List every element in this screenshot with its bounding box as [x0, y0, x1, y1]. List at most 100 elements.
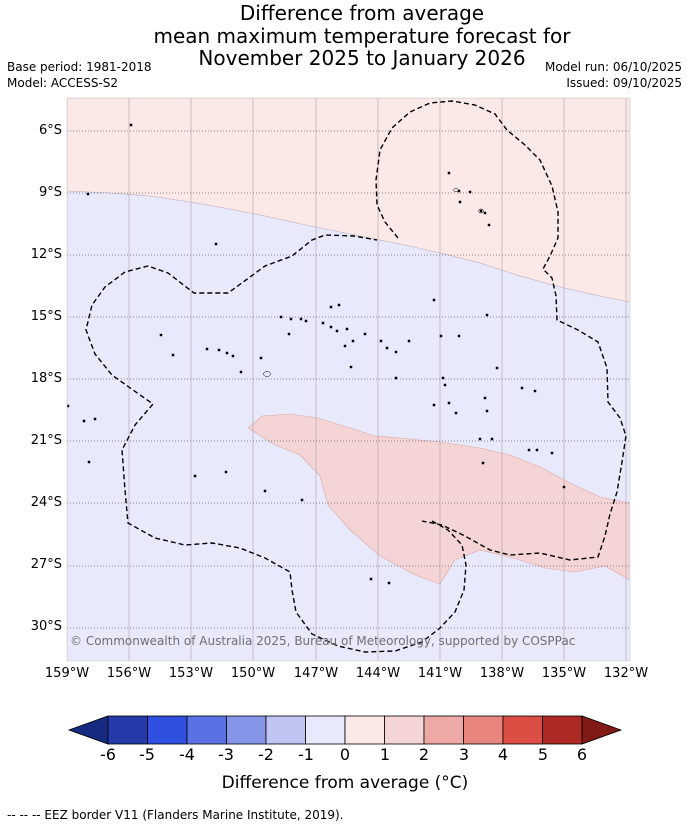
island	[447, 401, 451, 405]
colorbar-bin	[186, 715, 227, 745]
island	[279, 315, 283, 319]
island	[550, 451, 554, 455]
eez-border	[85, 100, 627, 653]
island	[432, 403, 436, 407]
island	[82, 419, 86, 423]
lat-label: 9°S	[38, 185, 62, 200]
title-line-1: Difference from average	[239, 1, 485, 25]
island	[520, 386, 524, 390]
base-period: Base period: 1981-2018	[7, 60, 152, 74]
lat-label: 6°S	[38, 123, 62, 138]
colorbar-bin	[344, 715, 385, 745]
lat-label: 27°S	[30, 557, 62, 572]
map-frame	[66, 97, 631, 662]
colorbar-bin	[463, 715, 504, 745]
colorbar-bin	[147, 715, 188, 745]
colorbar-tick: 5	[537, 745, 549, 764]
island	[458, 200, 462, 204]
island	[490, 437, 494, 441]
island	[217, 348, 221, 352]
island	[441, 376, 445, 380]
island	[485, 409, 489, 413]
colorbar-bin	[384, 715, 425, 745]
colorbar-overflow	[581, 715, 623, 745]
island	[93, 417, 97, 421]
island	[407, 339, 411, 343]
island	[533, 389, 537, 393]
lon-label: 144°W	[355, 666, 401, 681]
meta-left: Base period: 1981-2018 Model: ACCESS-S2	[7, 59, 152, 91]
islands	[67, 123, 566, 585]
island	[224, 470, 228, 474]
lon-label: 135°W	[541, 666, 587, 681]
island	[379, 339, 383, 343]
title-line-2: mean maximum temperature forecast for	[153, 23, 571, 48]
island	[299, 317, 303, 321]
island	[287, 332, 291, 336]
island	[231, 354, 235, 358]
lat-label: 18°S	[30, 371, 62, 386]
lon-label: 156°W	[106, 666, 152, 681]
colorbar-bin	[542, 715, 583, 745]
lon-label: 147°W	[293, 666, 339, 681]
island	[495, 366, 499, 370]
island	[304, 319, 308, 323]
colorbar-label: Difference from average (°C)	[221, 773, 469, 793]
colorbar-tick: 2	[418, 745, 430, 764]
island	[483, 396, 487, 400]
colorbar-bin	[502, 715, 543, 745]
island	[487, 223, 491, 227]
island	[394, 350, 398, 354]
colorbar-tick: -3	[218, 745, 234, 764]
island	[159, 333, 163, 337]
island	[343, 344, 347, 348]
colorbar-tick: -1	[298, 745, 314, 764]
meta-right: Model run: 06/10/2025 Issued: 09/10/2025	[545, 59, 682, 91]
island	[562, 485, 566, 489]
island	[453, 188, 459, 192]
lat-label: 15°S	[30, 309, 62, 324]
lon-label: 150°W	[230, 666, 276, 681]
copyright-credit: © Commonwealth of Australia 2025, Bureau…	[70, 634, 576, 648]
island	[335, 329, 339, 333]
island	[447, 171, 451, 175]
island	[394, 376, 398, 380]
island	[193, 474, 197, 478]
colorbar-bin	[305, 715, 346, 745]
island	[289, 317, 293, 321]
island	[263, 489, 267, 493]
region-below-0-1	[67, 98, 630, 303]
island	[485, 313, 489, 317]
map-title: Difference from average mean maximum tem…	[0, 2, 690, 70]
island	[205, 347, 209, 351]
colorbar-underflow	[67, 715, 109, 745]
region-above-1-2	[247, 413, 630, 585]
island	[468, 190, 472, 194]
lat-label: 12°S	[30, 247, 62, 262]
island	[300, 498, 304, 502]
graticule	[67, 98, 630, 661]
colorbar-bin	[107, 715, 148, 745]
colorbar-tick: -2	[258, 745, 274, 764]
lon-label: 141°W	[417, 666, 463, 681]
island	[385, 346, 389, 350]
island	[214, 242, 218, 246]
eez-legend-note: -- -- -- EEZ border V11 (Flanders Marine…	[7, 808, 344, 822]
colorbar-bin	[265, 715, 306, 745]
island	[439, 334, 443, 338]
island	[478, 208, 484, 214]
island	[527, 448, 531, 452]
lon-label: 159°W	[44, 666, 90, 681]
lon-label: 132°W	[603, 666, 649, 681]
lat-label: 21°S	[30, 433, 62, 448]
island	[369, 577, 373, 581]
island	[321, 321, 325, 325]
colorbar-bin	[423, 715, 464, 745]
island	[481, 461, 485, 465]
lon-label: 138°W	[479, 666, 525, 681]
model-run-date: Model run: 06/10/2025	[544, 60, 682, 74]
island	[351, 339, 355, 343]
colorbar-tick: 4	[497, 745, 509, 764]
colorbar-tick: 6	[576, 745, 588, 764]
